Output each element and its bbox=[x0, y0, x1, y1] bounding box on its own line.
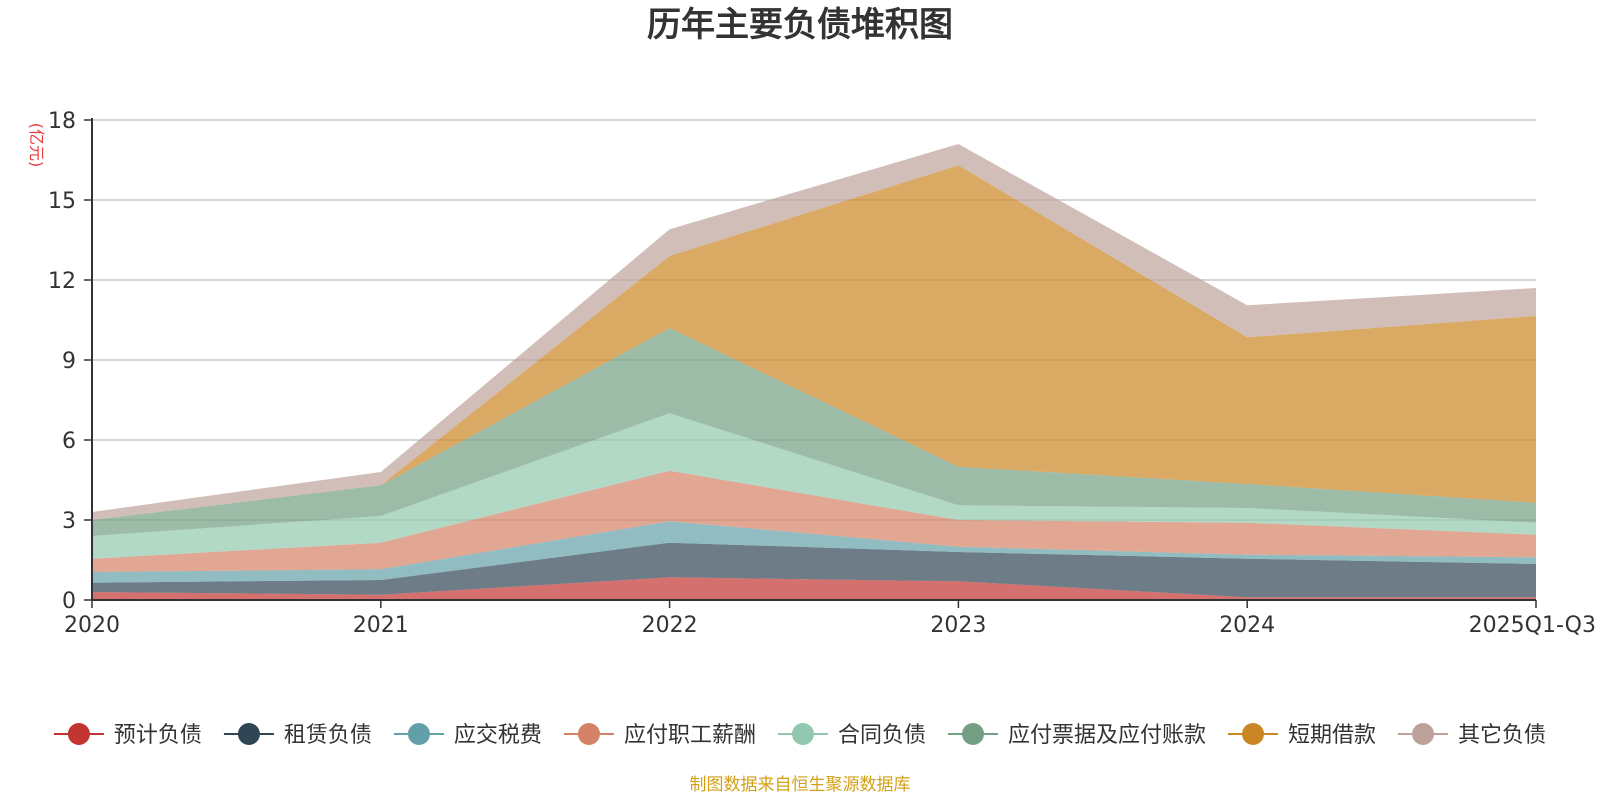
y-tick-label: 12 bbox=[48, 269, 76, 294]
legend-label: 应交税费 bbox=[454, 723, 542, 748]
legend-marker bbox=[407, 723, 430, 745]
x-tick-label: 2025Q1-Q3 bbox=[1469, 613, 1596, 638]
legend-label: 预计负债 bbox=[114, 723, 202, 748]
y-axis-unit: (亿元) bbox=[27, 123, 46, 168]
legend-marker bbox=[791, 723, 814, 745]
legend-marker bbox=[1241, 723, 1264, 745]
area-应交税费 bbox=[92, 521, 1536, 583]
legend-label: 短期借款 bbox=[1288, 723, 1376, 748]
y-tick-label: 6 bbox=[62, 429, 76, 454]
legend-label: 租赁负债 bbox=[284, 723, 372, 748]
legend-marker bbox=[961, 723, 984, 745]
legend-label: 应付职工薪酬 bbox=[624, 723, 756, 748]
legend-item[interactable]: 应交税费 bbox=[393, 723, 542, 748]
axes: 0 3 6 9 12 15 18 2020 2021 2022 2023 2024 2025Q1-Q3 bbox=[48, 109, 1596, 638]
area-series bbox=[92, 144, 1536, 600]
chart-title: 历年主要负债堆积图 bbox=[647, 5, 953, 45]
x-tick-label: 2023 bbox=[930, 613, 986, 638]
y-tick-label: 9 bbox=[62, 349, 76, 374]
area-其它负债 bbox=[92, 144, 1536, 520]
x-tick-label: 2020 bbox=[64, 613, 120, 638]
y-tick-label: 3 bbox=[62, 509, 76, 534]
legend-label: 合同负债 bbox=[838, 723, 926, 748]
area-应付职工薪酬 bbox=[92, 470, 1536, 572]
legend-item[interactable]: 应付票据及应付账款 bbox=[947, 723, 1206, 748]
legend[interactable]: 预计负债 租赁负债 应交税费 应付职工薪酬 合同负债 应付票据及应付账款 短期借款 其它负债 bbox=[53, 723, 1546, 748]
legend-marker bbox=[577, 723, 600, 745]
legend-item[interactable]: 预计负债 bbox=[53, 723, 202, 748]
y-tick-label: 0 bbox=[62, 589, 76, 614]
legend-item[interactable]: 其它负债 bbox=[1398, 723, 1546, 748]
legend-marker bbox=[1412, 723, 1435, 745]
area-短期借款 bbox=[92, 165, 1536, 521]
legend-label: 应付票据及应付账款 bbox=[1008, 723, 1206, 748]
area-应付票据及应付账款 bbox=[92, 328, 1536, 536]
data-source-note: 制图数据来自恒生聚源数据库 bbox=[690, 775, 911, 795]
y-tick-label: 18 bbox=[48, 109, 76, 134]
legend-marker bbox=[67, 723, 90, 745]
legend-item[interactable]: 租赁负债 bbox=[223, 723, 372, 748]
x-tick-label: 2021 bbox=[353, 613, 409, 638]
legend-item[interactable]: 合同负债 bbox=[777, 723, 926, 748]
x-tick-label: 2022 bbox=[642, 613, 698, 638]
area-合同负债 bbox=[92, 413, 1536, 559]
area-预计负债 bbox=[92, 577, 1536, 600]
legend-item[interactable]: 应付职工薪酬 bbox=[563, 723, 756, 748]
legend-item[interactable]: 短期借款 bbox=[1227, 723, 1376, 748]
area-租赁负债 bbox=[92, 542, 1536, 598]
x-tick-label: 2024 bbox=[1219, 613, 1275, 638]
legend-marker bbox=[237, 723, 260, 745]
y-tick-label: 15 bbox=[48, 189, 76, 214]
legend-label: 其它负债 bbox=[1458, 723, 1546, 748]
